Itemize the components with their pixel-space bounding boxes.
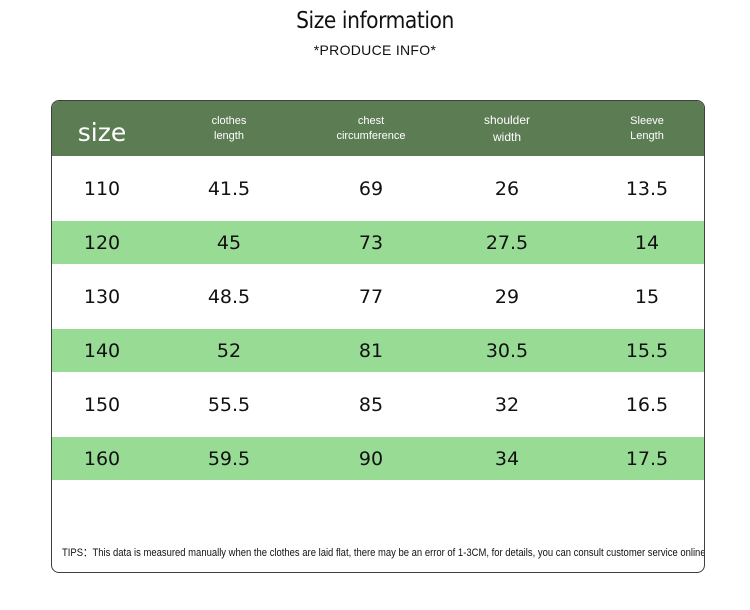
header-sleeve-line1: Sleeve [630, 114, 664, 127]
cell-size: 120 [83, 231, 121, 254]
table-row: 150 55.5 85 32 16.5 [52, 383, 704, 426]
table-row: 160 59.5 90 34 17.5 [52, 437, 704, 480]
cell-clothes-length: 55.5 [207, 393, 251, 416]
cell-shoulder: 26 [494, 177, 520, 200]
cell-sleeve: 13.5 [625, 177, 669, 200]
cell-clothes-length: 45 [216, 231, 242, 254]
cell-shoulder: 27.5 [485, 231, 529, 254]
cell-size: 110 [83, 177, 121, 200]
size-table: size clothes length chest circumference … [51, 100, 705, 573]
cell-chest: 81 [358, 339, 384, 362]
cell-chest: 77 [358, 285, 384, 308]
table-header: size clothes length chest circumference … [52, 101, 704, 156]
cell-chest: 69 [358, 177, 384, 200]
cell-size: 140 [83, 339, 121, 362]
cell-clothes-length: 41.5 [207, 177, 251, 200]
header-clothes-length-line1: clothes [211, 114, 247, 127]
cell-chest: 85 [358, 393, 384, 416]
cell-shoulder: 30.5 [485, 339, 529, 362]
header-shoulder-line1: shoulder [483, 112, 531, 127]
cell-clothes-length: 48.5 [207, 285, 251, 308]
cell-sleeve: 16.5 [625, 393, 669, 416]
header-chest-circumference: chest circumference [310, 101, 432, 156]
header-sleeve-line2: Length [630, 129, 664, 142]
cell-clothes-length: 52 [216, 339, 242, 362]
header-sleeve-length: Sleeve Length [588, 101, 704, 156]
cell-sleeve: 15 [634, 285, 660, 308]
table-row: 140 52 81 30.5 15.5 [52, 329, 704, 372]
cell-clothes-length: 59.5 [207, 447, 251, 470]
header-chest-line1: chest [357, 114, 385, 127]
page-subtitle: *PRODUCE INFO* [313, 42, 437, 58]
cell-shoulder: 34 [494, 447, 520, 470]
table-row: 130 48.5 77 29 15 [52, 275, 704, 318]
header-chest-line2: circumference [336, 129, 406, 142]
cell-chest: 73 [358, 231, 384, 254]
header-size: size [52, 101, 152, 156]
header-shoulder-width: shoulder width [448, 101, 566, 156]
cell-sleeve: 14 [634, 231, 660, 254]
cell-shoulder: 29 [494, 285, 520, 308]
header-shoulder-line2: width [492, 129, 521, 144]
page-title: Size information [296, 8, 454, 34]
measurement-tips: TIPS：This data is measured manually when… [62, 547, 705, 559]
cell-size: 130 [83, 285, 121, 308]
cell-size: 160 [83, 447, 121, 470]
header-size-label: size [77, 118, 127, 147]
table-row: 120 45 73 27.5 14 [52, 221, 704, 264]
header-clothes-length-line2: length [214, 129, 244, 142]
cell-sleeve: 15.5 [625, 339, 669, 362]
cell-shoulder: 32 [494, 393, 520, 416]
header-clothes-length: clothes length [170, 101, 288, 156]
cell-chest: 90 [358, 447, 384, 470]
cell-size: 150 [83, 393, 121, 416]
cell-sleeve: 17.5 [625, 447, 669, 470]
table-row: 110 41.5 69 26 13.5 [52, 167, 704, 210]
